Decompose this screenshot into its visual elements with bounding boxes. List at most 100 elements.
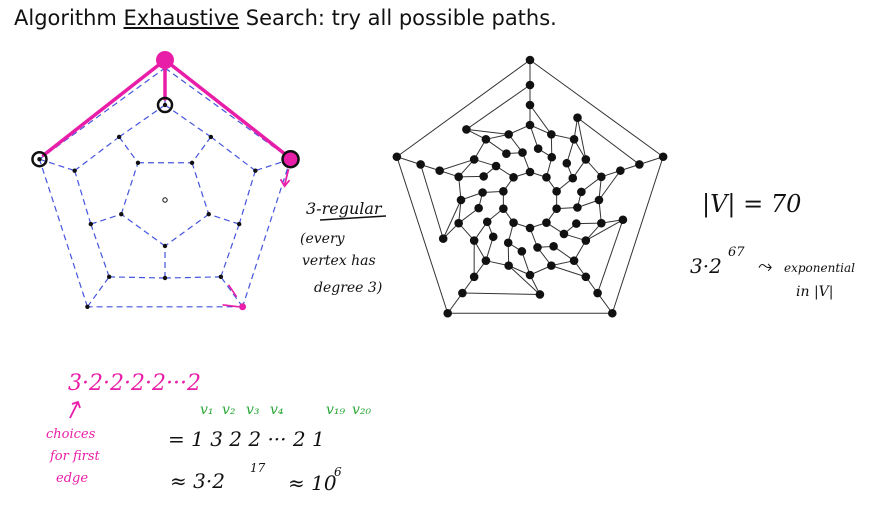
graph-edge [577, 117, 587, 160]
graph-edge [191, 136, 212, 164]
vertex-labels: v₁ v₂ v₃ v₄ v₁₉ v₂₀ [200, 402, 372, 418]
graph-vertex [509, 218, 518, 227]
graph-vertex [535, 290, 545, 299]
graph-vertex [469, 236, 479, 245]
graph-edge [255, 158, 291, 172]
graph-edge [442, 199, 462, 239]
graph-vertex [236, 221, 242, 227]
exponential-note: exponential [784, 261, 855, 275]
graph-vertex [581, 236, 591, 245]
every-note-line1: (every [300, 231, 346, 247]
graph-vertex [392, 152, 402, 162]
graph-edge [396, 156, 449, 314]
approx-tail: ≈ 10 [288, 471, 337, 495]
regular-graph [392, 55, 668, 318]
graph-vertex [218, 274, 224, 280]
graph-vertex [208, 134, 214, 140]
graph-vertex [593, 288, 602, 298]
graph-vertex [525, 167, 535, 177]
degree-sequence: = 1 3 2 2 ··· 2 1 [168, 427, 325, 451]
graph-vertex [416, 160, 425, 169]
graph-vertex [106, 274, 112, 280]
graph-vertex [509, 173, 518, 182]
candidate-vertex [156, 96, 174, 114]
graph-edge [38, 159, 88, 307]
path-product: 3·2·2·2·2···2 [68, 371, 201, 396]
graph-vertex [481, 256, 491, 265]
dodecahedron-graph [37, 65, 293, 309]
choices-note-line3: edge [56, 471, 88, 486]
graph-vertex [549, 242, 558, 251]
graph-vertex [482, 217, 492, 227]
graph-vertex [469, 155, 479, 164]
graph-vertex [562, 158, 572, 168]
graph-vertex [597, 218, 606, 228]
graph-edge [118, 104, 166, 138]
end-vertex [239, 303, 247, 311]
graph-edge [164, 104, 212, 138]
graph-vertex [547, 261, 556, 270]
approx-base: ≈ 3·2 [170, 469, 225, 493]
graph-edge [164, 276, 221, 279]
path-edge-right [163, 58, 289, 157]
graph-vertex [552, 204, 561, 213]
graph-vertex [616, 166, 625, 175]
choices-note-line2: for first [49, 449, 101, 464]
graph-edge [74, 136, 120, 172]
graph-edge [238, 170, 256, 225]
graph-vertex [525, 120, 535, 130]
vertex-count: |V| = 70 [702, 190, 801, 219]
graph-vertex [581, 272, 591, 282]
graph-vertex [85, 304, 90, 309]
graph-edge [466, 128, 509, 135]
next-arrowhead-icon [279, 178, 291, 188]
vertex-label: v₂₀ [352, 402, 372, 418]
graph-edge [86, 276, 110, 308]
graph-edge [210, 136, 256, 172]
graph-vertex [572, 219, 581, 228]
graph-vertex [525, 55, 535, 65]
graph-vertex [37, 157, 42, 162]
bound-exponent: 67 [728, 245, 745, 260]
approx-tail-exponent: 6 [334, 465, 342, 479]
graph-vertex [594, 195, 604, 205]
graph-vertex [525, 223, 535, 233]
graph-edge [611, 156, 664, 314]
graph-edge [420, 164, 444, 239]
graph-vertex [607, 308, 617, 318]
graph-vertex [88, 221, 94, 227]
graph-edge [39, 158, 75, 172]
graph-edge [466, 84, 531, 130]
next-arrow-icon [283, 168, 290, 186]
graph-edge [529, 59, 664, 158]
graph-vertex [478, 188, 487, 197]
graph-edge [242, 159, 292, 307]
bound-base: 3·2 [690, 254, 722, 278]
graph-vertex [479, 172, 488, 181]
graph-vertex [162, 275, 168, 281]
graph-vertex [135, 160, 141, 165]
graph-vertex [503, 238, 513, 248]
graph-vertex [462, 125, 471, 134]
graph-vertex [542, 173, 551, 182]
graph-vertex [618, 215, 628, 225]
graph-vertex [518, 148, 527, 157]
graph-vertex [469, 272, 479, 282]
start-vertex [156, 51, 174, 69]
graph-vertex [116, 134, 122, 140]
graph-vertex [504, 130, 513, 139]
path-edge-left [41, 58, 167, 157]
graph-edge [462, 292, 540, 295]
graph-edge [585, 219, 624, 241]
graph-vertex [162, 102, 168, 108]
vertex-label: v₁ [200, 402, 214, 418]
graph-vertex [454, 172, 463, 182]
graph-vertex [597, 172, 606, 182]
graph-vertex [443, 308, 453, 318]
regular-note: 3-regular [306, 199, 383, 218]
graph-vertex [569, 256, 579, 265]
graph-edge [208, 213, 240, 225]
graph-vertex [189, 160, 195, 165]
graph-edge [191, 162, 210, 215]
graph-vertex [502, 149, 511, 158]
